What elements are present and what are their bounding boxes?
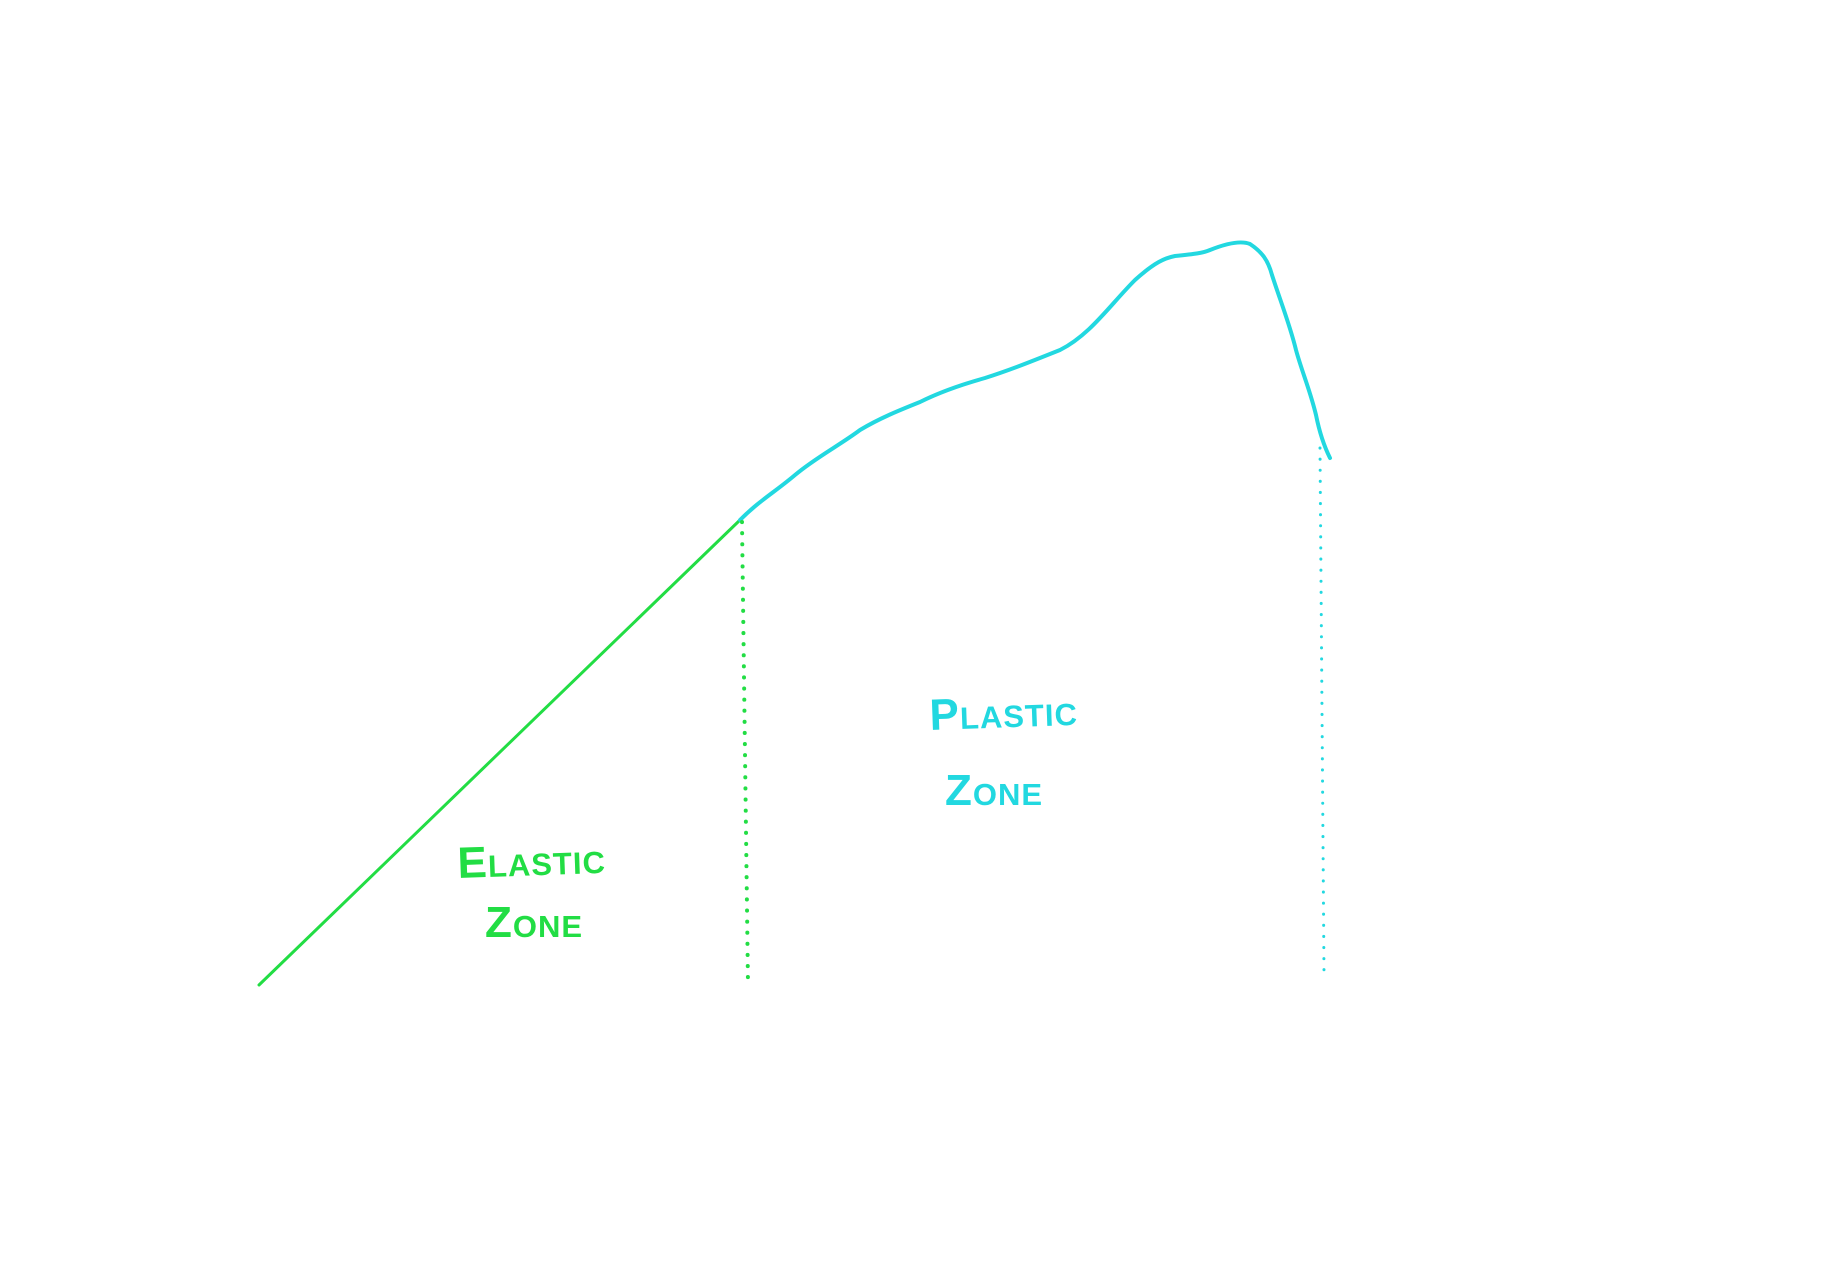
plastic-zone-label-line2: Zone	[945, 766, 1043, 815]
elastic-curve	[257, 518, 742, 987]
fracture-boundary	[1318, 446, 1326, 974]
elastic-plastic-boundary	[740, 520, 750, 987]
elastic-zone-label-line1: Elastic	[457, 834, 607, 888]
elastic-zone-label-line2: Zone	[485, 898, 583, 947]
plastic-zone-label-line1: Plastic	[929, 686, 1079, 740]
plastic-curve	[738, 240, 1332, 522]
